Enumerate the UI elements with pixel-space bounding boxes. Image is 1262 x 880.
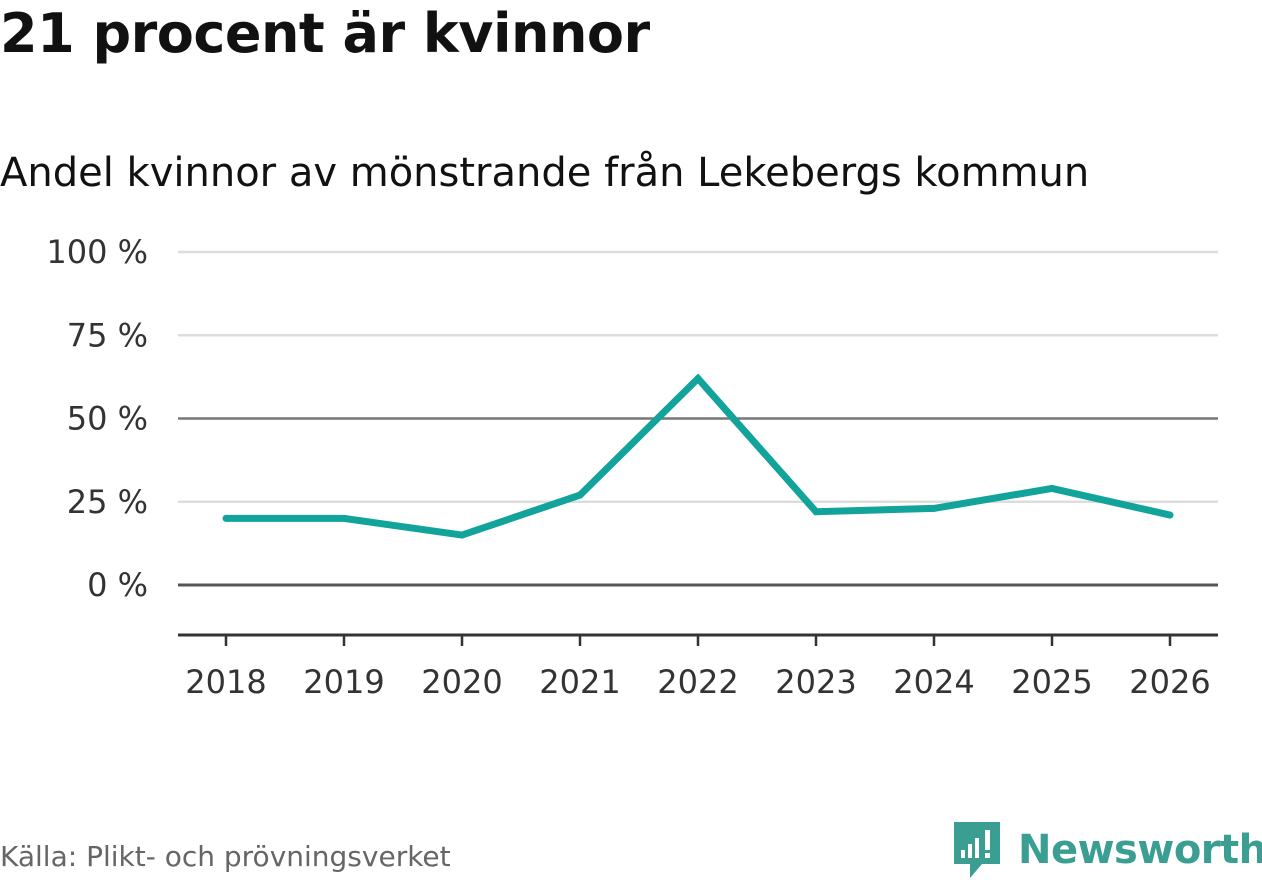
x-tick-label-2023: 2023 [775, 663, 856, 701]
x-tick-label-2018: 2018 [185, 663, 266, 701]
y-tick-label-25: 25 % [67, 483, 148, 521]
brand-logo: Newsworthy [952, 820, 1262, 880]
source-note: Källa: Plikt- och prövningsverket [0, 840, 451, 873]
chart-subtitle: Andel kvinnor av mönstrande från Lekeber… [0, 150, 1090, 196]
y-tick-label-100: 100 % [46, 233, 148, 271]
data-point-2024 [930, 504, 938, 512]
x-tick-label-2021: 2021 [539, 663, 620, 701]
newsworthy-logo-icon [954, 822, 1000, 878]
chart-title: 21 procent är kvinnor [0, 2, 650, 65]
brand-name: Newsworthy [1018, 827, 1262, 873]
x-tick-label-2022: 2022 [657, 663, 738, 701]
data-point-2018 [222, 514, 230, 522]
data-point-2026 [1166, 511, 1174, 519]
data-point-2019 [340, 514, 348, 522]
x-tick-label-2024: 2024 [893, 663, 974, 701]
x-tick-label-2020: 2020 [421, 663, 502, 701]
x-tick-label-2019: 2019 [303, 663, 384, 701]
data-point-2023 [812, 508, 820, 516]
y-tick-label-0: 0 % [87, 566, 148, 604]
data-point-2025 [1048, 484, 1056, 492]
y-tick-label-75: 75 % [67, 316, 148, 354]
series-line-0 [226, 373, 1171, 539]
x-tick-label-2025: 2025 [1011, 663, 1092, 701]
y-tick-label-50: 50 % [67, 400, 148, 438]
x-tick-label-2026: 2026 [1129, 663, 1210, 701]
data-point-2022 [694, 375, 702, 383]
data-point-2020 [458, 531, 466, 539]
data-point-2021 [576, 491, 584, 499]
